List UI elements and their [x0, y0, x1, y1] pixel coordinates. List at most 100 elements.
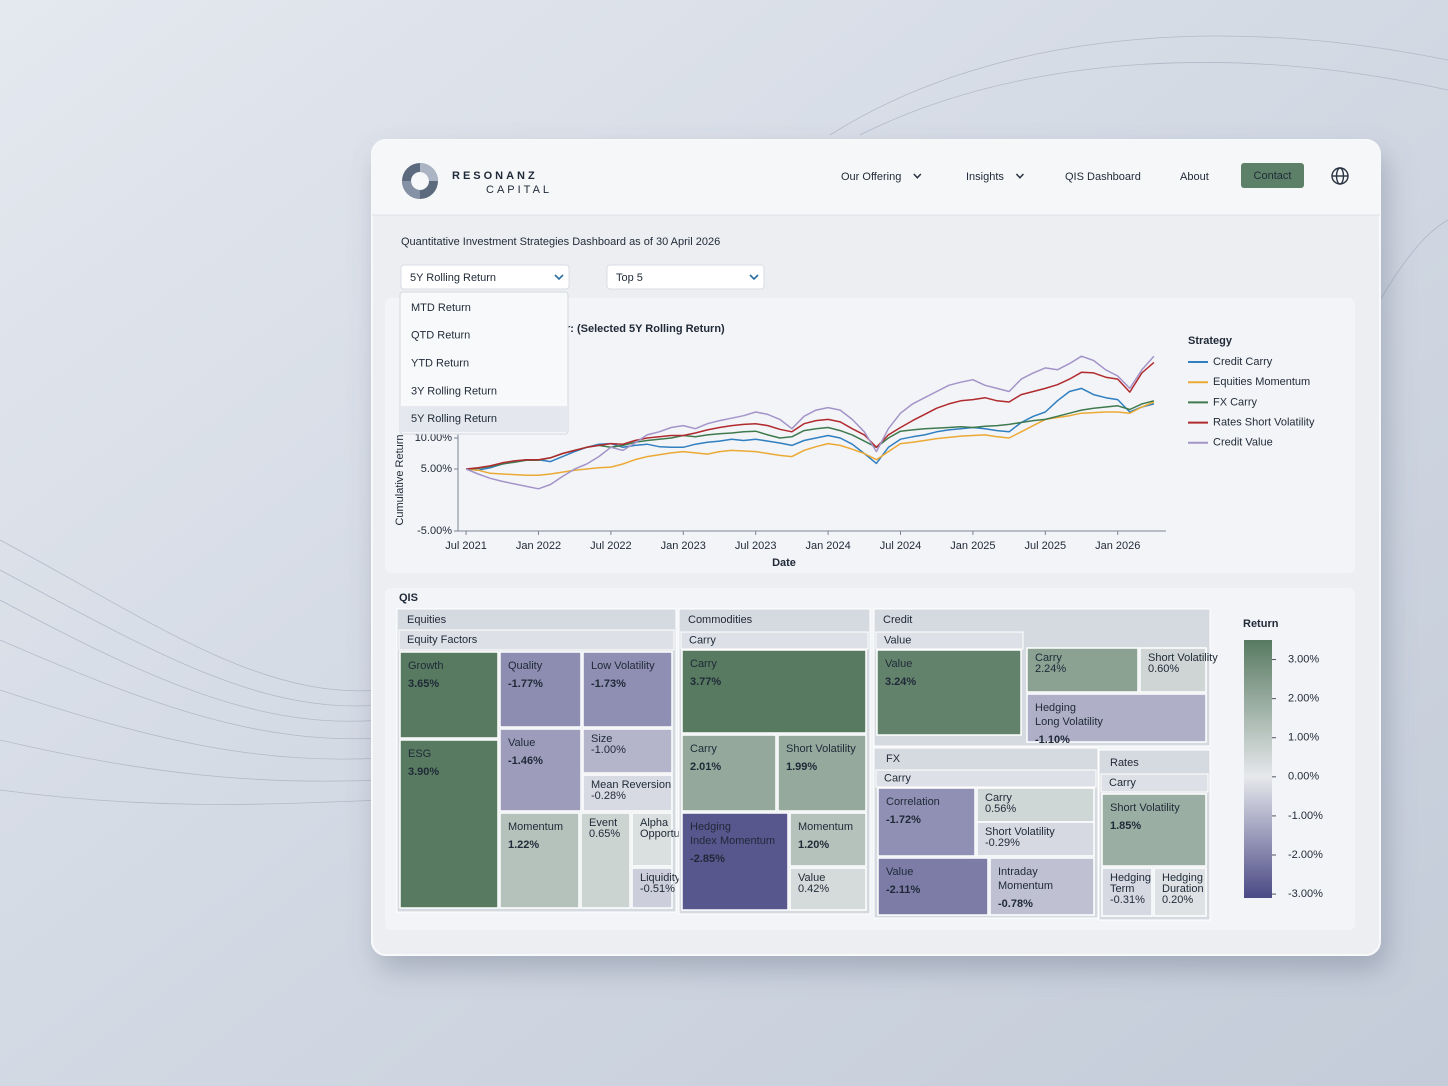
series-line: [465, 355, 1155, 490]
treemap-leaf[interactable]: [582, 728, 673, 774]
treemap-leaf[interactable]: [876, 649, 1022, 736]
treemap-leaf[interactable]: [989, 857, 1095, 916]
legend-label: Credit Carry: [1213, 356, 1273, 368]
treemap-leaf[interactable]: [681, 812, 789, 911]
x-tick-label: Jan 2022: [516, 540, 561, 552]
treemap-leaf[interactable]: [1101, 793, 1207, 867]
treemap-leaf-label: Hedging: [1110, 872, 1151, 884]
treemap-leaf[interactable]: [582, 651, 673, 728]
top-select[interactable]: [606, 264, 765, 290]
treemap-leaf-label: Short Volatility: [985, 826, 1055, 838]
treemap-leaf[interactable]: [580, 812, 631, 909]
treemap-leaf[interactable]: [976, 821, 1095, 857]
treemap-subgroup-label: Carry: [884, 772, 911, 784]
nav-link[interactable]: Insights: [966, 171, 1004, 183]
treemap-leaf[interactable]: [976, 787, 1095, 823]
colorbar-tick-label: -2.00%: [1288, 849, 1323, 861]
legend-label: Equities Momentum: [1213, 376, 1310, 388]
legend-title: Strategy: [1188, 335, 1233, 347]
treemap-leaf[interactable]: [631, 867, 673, 909]
series-line: [466, 361, 1155, 470]
treemap-leaf[interactable]: [1026, 647, 1139, 693]
decorative-curves: [0, 35, 1448, 805]
treemap-leaf-value: 2.24%: [1035, 663, 1066, 675]
treemap-leaf-label: Carry: [690, 743, 717, 755]
treemap-leaf[interactable]: [877, 857, 989, 916]
metric-select-chevron: [554, 274, 564, 281]
treemap-leaf-value: -1.10%: [1035, 734, 1070, 746]
treemap-leaf[interactable]: [777, 734, 867, 812]
x-tick-label: Jan 2025: [950, 540, 995, 552]
treemap-leaf[interactable]: [681, 734, 777, 812]
x-tick-label: Jan 2026: [1095, 540, 1140, 552]
treemap-leaf-label: Event: [589, 817, 617, 829]
treemap-leaf[interactable]: [1026, 693, 1207, 743]
colorbar-tick-label: -3.00%: [1288, 888, 1323, 900]
metric-select-value[interactable]: 5Y Rolling Return: [410, 272, 496, 284]
metric-select[interactable]: [400, 264, 570, 290]
x-tick-label: Jul 2025: [1025, 540, 1067, 552]
treemap-leaf-label: Momentum: [508, 821, 563, 833]
treemap-leaf-value: -1.00%: [591, 744, 626, 756]
treemap-leaf-label: Value: [798, 872, 825, 884]
treemap-leaf[interactable]: [1153, 867, 1207, 917]
contact-button[interactable]: [1241, 163, 1304, 188]
treemap-leaf[interactable]: [877, 787, 976, 857]
nav-link[interactable]: QIS Dashboard: [1065, 171, 1141, 183]
treemap-leaf[interactable]: [499, 812, 580, 909]
treemap-group-label: Commodities: [688, 614, 753, 626]
treemap-leaf-label: Term: [1110, 883, 1134, 895]
dropdown-option[interactable]: 3Y Rolling Return: [411, 385, 497, 397]
treemap-leaf-value: 0.42%: [798, 883, 829, 895]
treemap-leaf-value: -0.28%: [591, 790, 626, 802]
dropdown-option[interactable]: 5Y Rolling Return: [411, 413, 497, 425]
nav-chevron: [913, 173, 922, 179]
y-axis-label: Cumulative Return: [394, 434, 406, 525]
treemap-leaf-label: Low Volatility: [591, 660, 655, 672]
treemap-leaf-label: Carry: [1035, 652, 1062, 664]
contact-label[interactable]: Contact: [1254, 170, 1292, 182]
treemap-subgroup: [680, 631, 869, 650]
x-tick-label: Jul 2021: [445, 540, 487, 552]
treemap-subgroup: [398, 629, 675, 651]
logo-mark: [402, 163, 438, 199]
treemap-leaf-label: Intraday: [998, 866, 1038, 878]
treemap-leaf-label: Growth: [408, 660, 443, 672]
brand-subtitle: CAPITAL: [486, 184, 552, 196]
treemap-leaf-label: Alpha: [640, 817, 669, 829]
globe-icon[interactable]: [1331, 167, 1349, 185]
treemap-leaf-label: Momentum: [798, 821, 853, 833]
treemap-leaf-value: -0.51%: [640, 883, 675, 895]
treemap-subgroup-label: Carry: [689, 634, 716, 646]
treemap-leaf[interactable]: [582, 774, 673, 812]
top-select-value[interactable]: Top 5: [616, 272, 643, 284]
y-tick-label: -5.00%: [417, 525, 452, 537]
treemap-leaf[interactable]: [789, 812, 867, 867]
treemap-leaf-value: 1.20%: [798, 839, 829, 851]
nav-link[interactable]: Our Offering: [841, 171, 901, 183]
x-tick-label: Jul 2023: [735, 540, 777, 552]
treemap-leaf[interactable]: [499, 651, 582, 728]
treemap-leaf[interactable]: [399, 739, 499, 909]
treemap-leaf[interactable]: [1139, 647, 1207, 693]
treemap-leaf[interactable]: [681, 649, 867, 734]
dropdown-option[interactable]: MTD Return: [411, 302, 471, 314]
treemap-leaf[interactable]: [789, 867, 867, 911]
dropdown-option[interactable]: QTD Return: [411, 330, 470, 342]
treemap-leaf[interactable]: [631, 812, 673, 867]
treemap-leaf-value: 1.99%: [786, 761, 817, 773]
treemap-leaf-value: 3.90%: [408, 766, 439, 778]
legend-label: Credit Value: [1213, 437, 1273, 449]
treemap-leaf[interactable]: [399, 651, 499, 739]
dropdown-option[interactable]: YTD Return: [411, 358, 469, 370]
treemap-leaf[interactable]: [1101, 867, 1153, 917]
treemap-group-label: FX: [886, 753, 901, 765]
treemap-leaf-value: -1.73%: [591, 678, 626, 690]
chart-panel: [385, 298, 1355, 573]
treemap-leaf[interactable]: [499, 728, 582, 812]
treemap-leaf-value: -2.85%: [690, 853, 725, 865]
nav-link[interactable]: About: [1180, 171, 1209, 183]
treemap-group-label: Credit: [883, 614, 912, 626]
